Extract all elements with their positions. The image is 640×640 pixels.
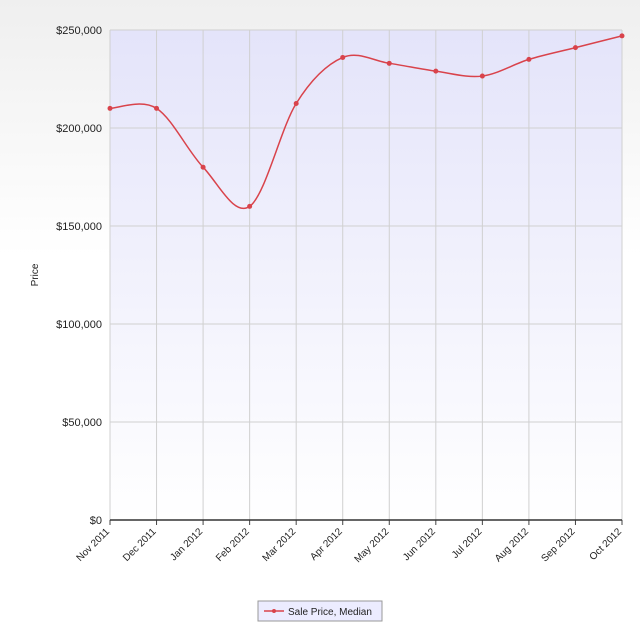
y-tick-label: $0 [90, 515, 102, 527]
point [107, 105, 113, 111]
y-tick-label: $150,000 [56, 221, 102, 233]
point [340, 54, 346, 60]
x-tick-label: Jul 2012 [450, 526, 485, 561]
plot-area [110, 30, 622, 520]
y-tick-label: $200,000 [56, 123, 102, 135]
x-tick-label: Oct 2012 [588, 526, 625, 563]
point [154, 105, 160, 111]
x-tick-label: May 2012 [353, 526, 392, 565]
legend: Sale Price, Median [257, 600, 383, 622]
x-tick-label: Aug 2012 [493, 526, 531, 564]
point [526, 56, 532, 62]
point [572, 45, 578, 51]
point [433, 68, 439, 74]
y-tick-label: $100,000 [56, 319, 102, 331]
x-tick-label: Feb 2012 [214, 526, 252, 564]
legend-marker [272, 609, 276, 613]
x-tick-label: Dec 2011 [121, 526, 159, 564]
x-tick-label: Nov 2011 [75, 526, 113, 564]
legend-label: Sale Price, Median [288, 607, 372, 618]
point [293, 101, 299, 106]
y-tick-label: $50,000 [62, 417, 102, 429]
y-tick-label: $250,000 [56, 25, 102, 37]
legend-box [257, 600, 383, 622]
y-axis-label: Price [30, 263, 41, 286]
point [247, 203, 253, 209]
x-tick-label: Jan 2012 [168, 526, 205, 563]
x-tick-label: Apr 2012 [308, 526, 345, 563]
x-tick-label: Sep 2012 [540, 526, 578, 564]
point [619, 33, 625, 39]
point [200, 164, 206, 170]
x-tick-label: Jun 2012 [401, 526, 438, 563]
x-tick-label: Mar 2012 [261, 526, 299, 564]
point [479, 73, 485, 79]
point [386, 60, 392, 66]
